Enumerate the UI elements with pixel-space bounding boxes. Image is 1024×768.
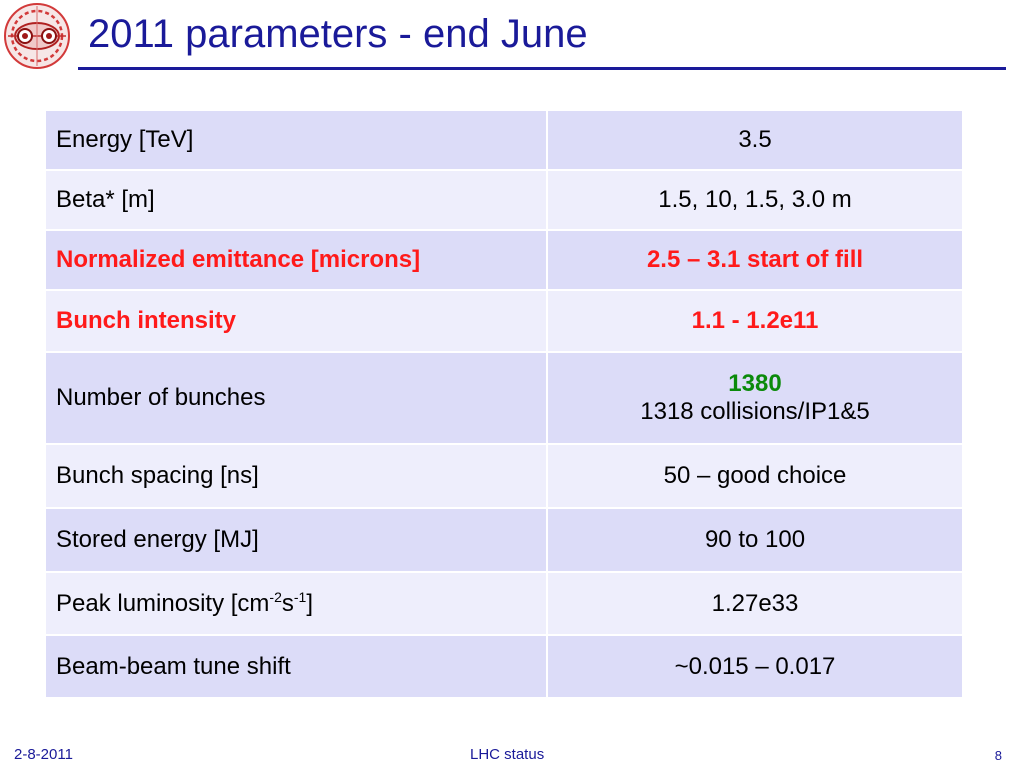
table-row: Bunch spacing [ns] 50 – good choice: [44, 443, 964, 509]
row-value: 1.27e33: [546, 571, 964, 636]
collisions-value: 1318 collisions/IP1&5: [640, 398, 870, 425]
row-label: Beam-beam tune shift: [44, 634, 548, 699]
bunch-count-value: 1380: [728, 370, 782, 397]
row-value: 50 – good choice: [546, 443, 964, 509]
row-value: 1.1 - 1.2e11: [546, 289, 964, 353]
row-label: Bunch spacing [ns]: [44, 443, 548, 509]
row-label: Bunch intensity: [44, 289, 548, 353]
table-row: Peak luminosity [cm-2s-1] 1.27e33: [44, 571, 964, 636]
row-label: Beta* [m]: [44, 169, 548, 231]
title-underline: [78, 67, 1006, 70]
table-row-highlighted: Bunch intensity 1.1 - 1.2e11: [44, 289, 964, 353]
row-label: Normalized emittance [microns]: [44, 229, 548, 291]
label-suffix: ]: [306, 589, 313, 617]
label-mid: s: [281, 589, 294, 617]
row-value: ~0.015 – 0.017: [546, 634, 964, 699]
label-prefix: Peak luminosity [cm: [56, 589, 270, 617]
row-label: Stored energy [MJ]: [44, 507, 548, 573]
slide-title: 2011 parameters - end June: [88, 12, 588, 56]
table-row: Beam-beam tune shift ~0.015 – 0.017: [44, 634, 964, 699]
table-row: Beta* [m] 1.5, 10, 1.5, 3.0 m: [44, 169, 964, 231]
label-exponent-2: -1: [293, 588, 307, 605]
row-value: 3.5: [546, 109, 964, 171]
footer-date: 2-8-2011: [14, 746, 73, 763]
row-label: Number of bunches: [44, 351, 548, 445]
row-value: 2.5 – 3.1 start of fill: [546, 229, 964, 291]
parameters-table: Energy [TeV] 3.5 Beta* [m] 1.5, 10, 1.5,…: [44, 109, 964, 699]
row-value: 1380 1318 collisions/IP1&5: [546, 351, 964, 445]
row-value: 90 to 100: [546, 507, 964, 573]
footer-title: LHC status: [470, 746, 545, 763]
page-number: 8: [994, 748, 1002, 763]
lhc-dipole-logo-icon: [4, 3, 70, 69]
table-row: Number of bunches 1380 1318 collisions/I…: [44, 351, 964, 445]
table-row-highlighted: Normalized emittance [microns] 2.5 – 3.1…: [44, 229, 964, 291]
row-label: Peak luminosity [cm-2s-1]: [44, 571, 548, 636]
table-row: Stored energy [MJ] 90 to 100: [44, 507, 964, 573]
table-row: Energy [TeV] 3.5: [44, 109, 964, 171]
row-label: Energy [TeV]: [44, 109, 548, 171]
row-value: 1.5, 10, 1.5, 3.0 m: [546, 169, 964, 231]
label-exponent-1: -2: [269, 588, 282, 605]
